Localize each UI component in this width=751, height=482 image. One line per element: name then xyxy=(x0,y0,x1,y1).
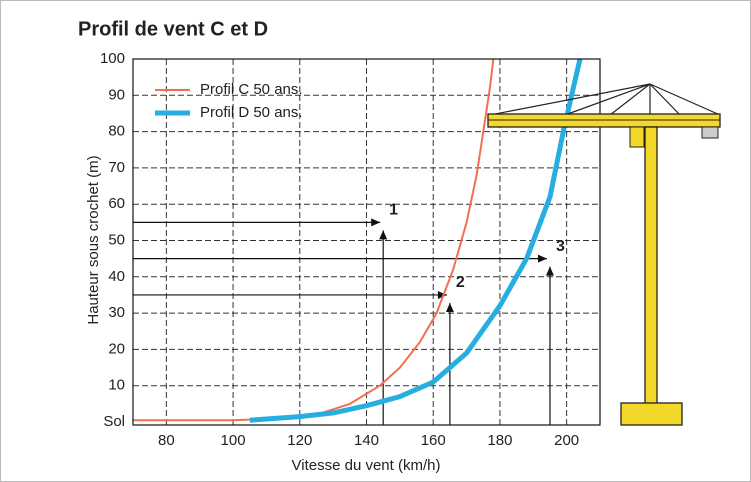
y-tick-label: 60 xyxy=(108,195,125,212)
x-tick-label: 120 xyxy=(287,432,312,449)
y-tick-label: 80 xyxy=(108,123,125,140)
y-tick-label: 10 xyxy=(108,377,125,394)
y-tick-label: 40 xyxy=(108,268,125,285)
legend-label: Profil C 50 ans. xyxy=(200,81,303,98)
annotation-label: 3 xyxy=(556,238,565,255)
x-tick-label: 80 xyxy=(158,432,175,449)
y-axis-label: Hauteur sous crochet (m) xyxy=(85,155,102,324)
y-tick-label: 70 xyxy=(108,159,125,176)
y-tick-label: 20 xyxy=(108,340,125,357)
annotation-label: 2 xyxy=(456,274,465,291)
x-axis-label: Vitesse du vent (km/h) xyxy=(292,457,441,474)
x-tick-label: 140 xyxy=(354,432,379,449)
y-tick-label: 90 xyxy=(108,86,125,103)
chart-title: Profil de vent C et D xyxy=(78,18,268,40)
x-tick-label: 200 xyxy=(554,432,579,449)
y-tick-label: Sol xyxy=(103,413,125,430)
x-tick-label: 180 xyxy=(487,432,512,449)
chart: Profil de vent C et D Vitesse du vent (k… xyxy=(0,0,751,482)
legend-label: Profil D 50 ans. xyxy=(200,104,303,121)
x-tick-label: 100 xyxy=(221,432,246,449)
y-tick-label: 100 xyxy=(100,50,125,67)
y-tick-label: 50 xyxy=(108,231,125,248)
annotation-label: 1 xyxy=(389,202,398,219)
x-tick-label: 160 xyxy=(421,432,446,449)
y-tick-label: 30 xyxy=(108,304,125,321)
